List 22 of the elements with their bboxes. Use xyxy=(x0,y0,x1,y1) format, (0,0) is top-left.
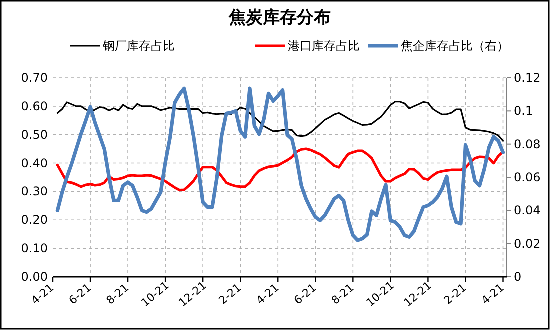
line-series xyxy=(56,86,506,242)
legend-label: 焦企库存占比（右） xyxy=(401,39,509,53)
y-tick-label: 0.20 xyxy=(21,213,48,228)
y2-tick-label: 0.12 xyxy=(514,71,541,85)
y2-tick-label: 0.04 xyxy=(514,204,541,218)
y-tick-label: 0.40 xyxy=(21,156,48,170)
chart-title: 焦炭库存分布 xyxy=(228,8,331,28)
y-tick-label: 0.00 xyxy=(21,270,48,284)
y-tick-label: 0.50 xyxy=(21,128,48,142)
y2-tick-label: 0.1 xyxy=(514,104,534,118)
y2-tick-label: 0.08 xyxy=(514,137,541,152)
y2-tick-label: 0 xyxy=(514,270,522,284)
y-tick-label: 0.30 xyxy=(21,184,48,199)
line-series xyxy=(56,101,504,142)
legend-label: 港口库存占比 xyxy=(288,39,360,53)
y2-tick-label: 0.06 xyxy=(514,170,541,184)
y-tick-label: 0.70 xyxy=(21,71,48,85)
y-tick-label: 0.10 xyxy=(21,242,48,256)
y2-tick-label: 0.02 xyxy=(514,236,541,251)
y-tick-label: 0.60 xyxy=(21,99,48,114)
legend-label: 钢厂库存占比 xyxy=(102,39,175,53)
line-series xyxy=(56,148,505,192)
